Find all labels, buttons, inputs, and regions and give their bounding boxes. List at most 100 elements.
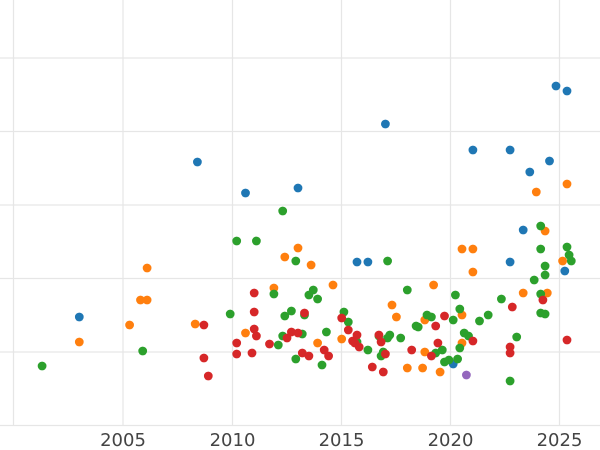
scatter-point-green: [396, 333, 406, 343]
scatter-point-green: [566, 256, 576, 266]
scatter-point-blue: [363, 257, 373, 267]
scatter-point-red: [232, 349, 242, 359]
scatter-point-green: [536, 244, 546, 254]
scatter-point-red: [265, 339, 274, 349]
scatter-point-green: [291, 354, 301, 364]
scatter-point-blue: [293, 183, 303, 193]
scatter-point-orange: [328, 280, 338, 290]
scatter-point-red: [203, 371, 213, 381]
scatter-point-orange: [429, 280, 438, 290]
scatter-point-red: [293, 328, 303, 338]
scatter-point-red: [378, 367, 388, 377]
scatter-point-red: [199, 353, 209, 363]
scatter-point-green: [455, 304, 465, 314]
scatter-point-orange: [531, 187, 541, 197]
scatter-point-green: [383, 256, 392, 266]
scatter-point-blue: [505, 145, 515, 155]
scatter-point-green: [317, 360, 327, 370]
scatter-point-red: [337, 313, 347, 323]
scatter-point-blue: [381, 119, 390, 129]
scatter-point-orange: [241, 328, 250, 338]
x-tick-label: 2020: [428, 430, 474, 450]
scatter-point-green: [232, 236, 242, 246]
scatter-point-green: [225, 309, 235, 319]
scatter-point-green: [37, 361, 47, 371]
scatter-point-green: [529, 275, 539, 285]
scatter-point-blue: [193, 157, 202, 167]
scatter-point-red: [249, 307, 259, 317]
scatter-point-green: [455, 343, 465, 353]
scatter-point-red: [376, 337, 386, 347]
scatter-point-green: [540, 270, 550, 280]
scatter-point-blue: [551, 81, 561, 91]
scatter-point-green: [451, 290, 460, 300]
scatter-point-red: [199, 320, 209, 330]
scatter-point-green: [483, 310, 493, 320]
scatter-point-purple: [462, 370, 471, 380]
scatter-point-green: [363, 345, 373, 355]
x-tick-label: 2005: [100, 430, 146, 450]
scatter-point-orange: [136, 295, 145, 305]
scatter-point-blue: [74, 312, 84, 322]
scatter-point-red: [297, 348, 307, 358]
scatter-point-green: [444, 355, 454, 365]
scatter-point-green: [540, 309, 550, 319]
scatter-point-blue: [468, 145, 478, 155]
scatter-point-orange: [337, 334, 347, 344]
scatter-point-green: [252, 236, 261, 246]
scatter-point-red: [381, 349, 390, 359]
scatter-point-green: [512, 332, 522, 342]
scatter-point-orange: [420, 347, 430, 357]
scatter-point-green: [273, 340, 283, 350]
scatter-point-red: [538, 295, 548, 305]
scatter-point-blue: [525, 167, 535, 177]
scatter-point-orange: [558, 256, 567, 266]
scatter-point-orange: [190, 319, 200, 329]
scatter-point-red: [300, 308, 309, 318]
scatter-point-red: [562, 335, 572, 345]
scatter-point-green: [505, 376, 515, 386]
scatter-point-red: [433, 338, 443, 348]
scatter-point-green: [536, 221, 546, 231]
scatter-point-green: [497, 294, 506, 304]
scatter-point-red: [324, 351, 333, 361]
scatter-point-green: [448, 315, 458, 325]
scatter-point-red: [431, 321, 441, 331]
scatter-point-orange: [387, 300, 397, 310]
scatter-point-orange: [435, 367, 445, 377]
scatter-point-green: [138, 346, 148, 356]
scatter-point-blue: [352, 257, 362, 267]
scatter-point-orange: [542, 288, 552, 298]
scatter-point-green: [413, 322, 423, 332]
scatter-point-green: [437, 345, 447, 355]
x-tick-label: 2010: [210, 430, 256, 450]
scatter-point-blue: [545, 156, 554, 166]
scatter-point-red: [354, 342, 364, 352]
scatter-point-orange: [468, 267, 478, 277]
scatter-point-orange: [142, 263, 152, 273]
scatter-point-green: [475, 316, 484, 326]
scatter-point-green: [313, 294, 322, 304]
scatter-point-green: [322, 327, 331, 337]
scatter-point-blue: [560, 266, 570, 276]
scatter-point-orange: [293, 243, 303, 253]
scatter-point-red: [407, 345, 417, 355]
scatter-point-orange: [142, 295, 152, 305]
scatter-point-orange: [306, 260, 316, 270]
scatter-point-green: [540, 261, 550, 271]
scatter-point-orange: [74, 337, 84, 347]
scatter-point-red: [352, 330, 362, 340]
scatter-point-blue: [505, 257, 515, 267]
scatter-point-green: [562, 242, 572, 252]
scatter-point-red: [468, 336, 478, 346]
scatter-point-green: [278, 206, 288, 216]
scatter-point-green: [308, 285, 318, 295]
scatter-point-orange: [418, 363, 427, 373]
scatter-point-green: [385, 330, 395, 340]
scatter-point-red: [507, 302, 517, 312]
scatter-point-red: [440, 311, 449, 321]
scatter-point-orange: [562, 179, 572, 189]
scatter-point-green: [291, 256, 301, 266]
scatter-point-red: [505, 348, 515, 358]
